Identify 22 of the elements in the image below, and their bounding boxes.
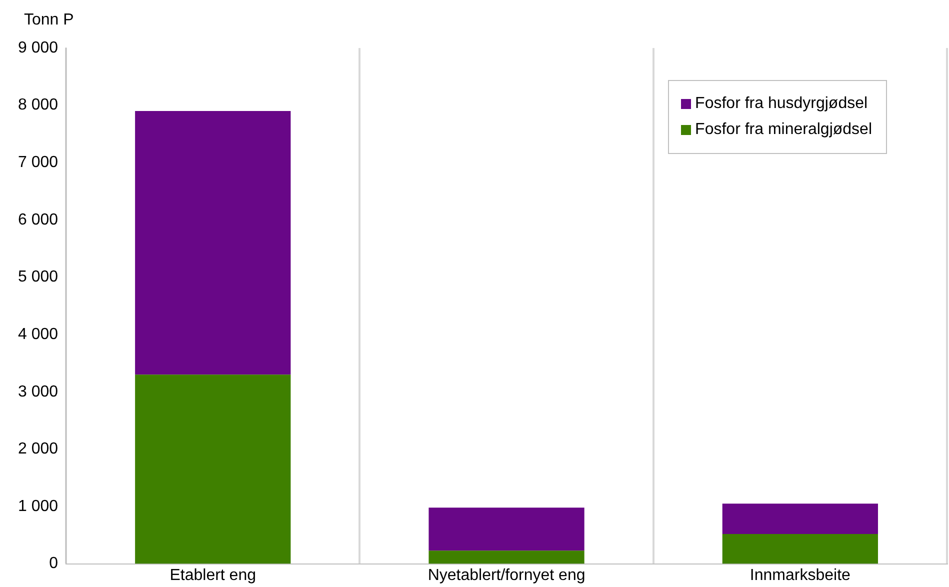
legend-label: Fosfor fra mineralgjødsel (695, 121, 872, 139)
y-tick-label: 9 000 (18, 39, 58, 56)
x-tick-label: Innmarksbeite (750, 566, 851, 584)
bar (722, 504, 878, 534)
y-tick-label: 0 (49, 555, 58, 572)
x-tick-label: Etablert eng (170, 566, 256, 584)
bar (722, 534, 878, 564)
y-tick-label: 6 000 (18, 211, 58, 228)
y-axis-title: Tonn P (24, 11, 74, 28)
bar (135, 374, 291, 564)
bar (428, 550, 584, 564)
legend-label: Fosfor fra husdyrgjødsel (695, 95, 868, 113)
y-tick-label: 7 000 (18, 154, 58, 172)
y-tick-label: 2 000 (18, 440, 58, 458)
y-tick-label: 4 000 (18, 326, 58, 343)
bar (135, 111, 291, 375)
y-tick-label: 1 000 (18, 498, 58, 515)
y-tick-label: 5 000 (18, 268, 58, 286)
x-tick-label: Nyetablert/fornyet eng (428, 566, 586, 584)
bar (428, 508, 584, 551)
y-tick-label: 3 000 (18, 383, 58, 400)
y-tick-label: 8 000 (18, 96, 58, 114)
